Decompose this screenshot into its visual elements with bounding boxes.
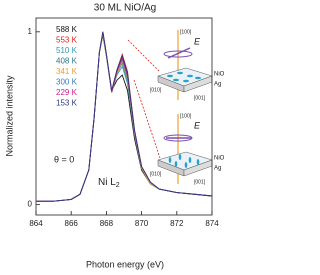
y-axis-label: Normalized intensity — [4, 75, 14, 157]
inset-label: [010] — [150, 87, 162, 93]
legend-entry: 408 K — [56, 57, 78, 66]
plot-frame — [35, 17, 213, 216]
inset-label: Ag — [214, 166, 221, 172]
annotation: θ = 0 — [54, 154, 74, 164]
inset-label: E — [194, 120, 201, 130]
inset-label: [100] — [180, 113, 192, 119]
x-tick-label: 864 — [29, 219, 43, 228]
edge-label-main: Ni L — [98, 177, 116, 188]
y-tick-label: 0 — [28, 200, 33, 209]
legend-entry: 300 K — [56, 78, 78, 87]
x-tick-label: 870 — [135, 219, 149, 228]
pointer — [127, 39, 161, 73]
y-tick-label: 1 — [28, 27, 33, 36]
inset-label: [100] — [180, 29, 192, 35]
spins — [167, 71, 201, 83]
inset-label: E — [194, 36, 201, 46]
x-axis-label: Photon energy (eV) — [86, 259, 164, 269]
inset: [100] E NiO Ag [010] [001] — [150, 29, 225, 101]
x-tick-label: 872 — [170, 219, 184, 228]
edge-label-sub: 2 — [116, 182, 120, 189]
spins — [168, 154, 200, 168]
inset-label: Ag — [214, 82, 221, 88]
inset-label: NiO — [214, 72, 225, 78]
polarization — [163, 50, 193, 58]
inset: [100] E NiO Ag [010] [001] — [150, 113, 225, 185]
e-vector — [167, 47, 191, 59]
inset-label: [001] — [194, 179, 206, 185]
inset-label: [010] — [150, 171, 162, 177]
chart: 30 ML NiO/Ag Photon energy (eV) Normaliz… — [4, 3, 225, 270]
x-tick-label: 866 — [65, 219, 79, 228]
edge-label: Ni L2 — [98, 177, 120, 189]
legend-entry: 510 K — [56, 46, 78, 55]
chart-title: 30 ML NiO/Ag — [94, 3, 156, 14]
legend-entry: 341 K — [56, 67, 78, 76]
legend-entry: 153 K — [56, 99, 78, 108]
inset-label: NiO — [214, 156, 225, 162]
x-tick-label: 868 — [100, 219, 114, 228]
arrows — [127, 39, 161, 159]
inset-label: [001] — [194, 95, 206, 101]
legend-entry: 553 K — [56, 36, 78, 45]
series-line — [36, 31, 213, 202]
legend-entry: 229 K — [56, 88, 78, 97]
x-tick-label: 874 — [205, 219, 219, 228]
legend-entry: 588 K — [56, 25, 78, 34]
